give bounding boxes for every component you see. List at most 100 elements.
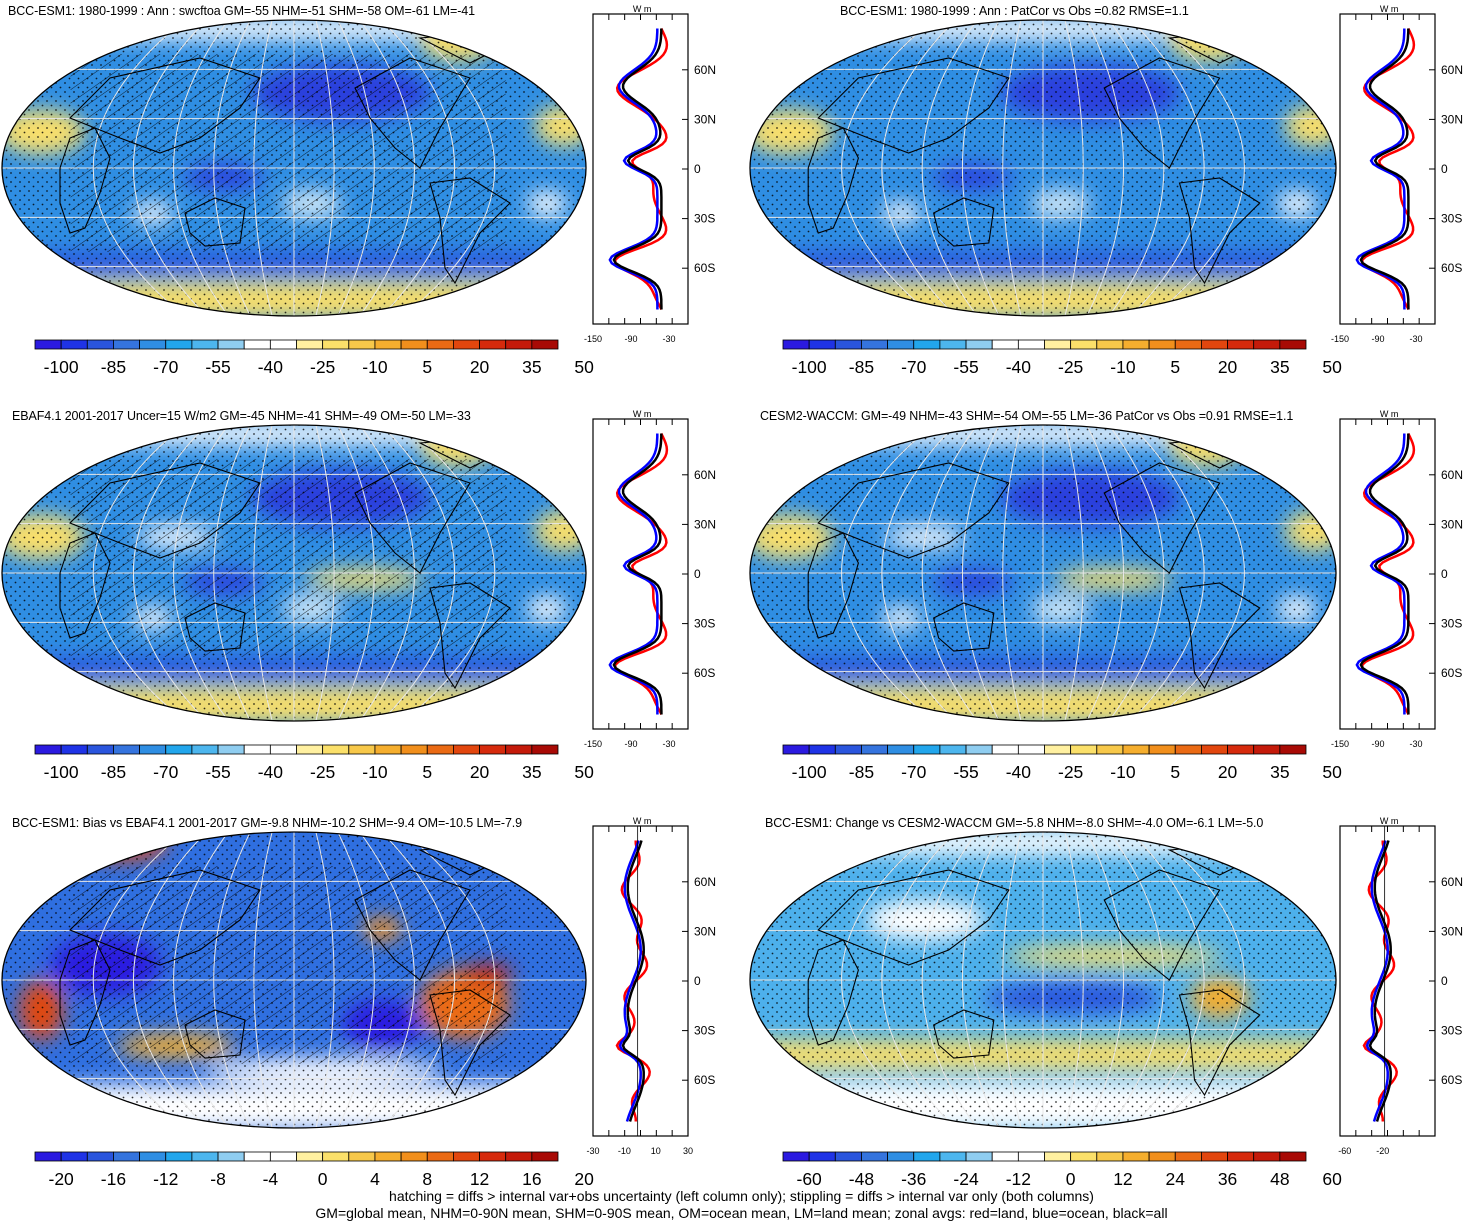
colorbar-swatch [1070, 339, 1098, 350]
zonal-x-tick: -150 [584, 739, 602, 749]
colorbar-label: -10 [1110, 762, 1136, 782]
zonal-lat-label: 0 [694, 567, 701, 581]
map-p4 [749, 424, 1337, 722]
zonal-lat-label: 30N [694, 517, 716, 531]
zonal-x-tick: 10 [651, 1146, 661, 1156]
zonal-lat-label: 0 [1441, 162, 1448, 176]
colorbar-swatch [939, 1151, 967, 1162]
colorbar-swatch [1200, 339, 1228, 350]
panel-title: CESM2-WACCM: GM=-49 NHM=-43 SHM=-54 OM=-… [760, 409, 1294, 423]
colorbar-label: 0 [318, 1169, 328, 1189]
colorbar-label: 48 [1270, 1169, 1289, 1189]
colorbar-label: 50 [1322, 357, 1342, 377]
map-p5 [1, 831, 587, 1129]
map-p2 [749, 19, 1337, 317]
colorbar-swatch [86, 744, 114, 755]
colorbar-label: -25 [310, 357, 335, 377]
colorbar-swatch [808, 1151, 836, 1162]
zonal-lat-label: 30S [694, 1024, 715, 1038]
colorbar-swatch [1044, 1151, 1072, 1162]
panel-title: BCC-ESM1: 1980-1999 : Ann : swcftoa GM=-… [8, 4, 475, 18]
colorbar-swatch [269, 339, 297, 350]
colorbar-swatch [1122, 744, 1150, 755]
colorbar-swatch [965, 339, 993, 350]
zonal-lat-label: 60S [1441, 261, 1462, 275]
colorbar-swatch [505, 744, 533, 755]
colorbar-label: -70 [901, 762, 927, 782]
colorbar-label: -12 [1006, 1169, 1031, 1189]
colorbar-swatch [1279, 744, 1307, 755]
colorbar-label: 35 [1270, 357, 1289, 377]
colorbar-label: 4 [370, 1169, 380, 1189]
zonal-x-tick: -10 [618, 1146, 631, 1156]
colorbar-label: -25 [1058, 762, 1083, 782]
colorbar-p1: -100 -85 -70 -55 -40 -25 -10 5 20 35 50 [34, 339, 594, 377]
colorbar-swatch [1227, 744, 1255, 755]
colorbar-swatch [991, 744, 1019, 755]
colorbar-swatch [348, 1151, 376, 1162]
colorbar-swatch [531, 339, 559, 350]
panel-title: EBAF4.1 2001-2017 Uncer=15 W/m2 GM=-45 N… [12, 409, 471, 423]
colorbar-swatch [348, 744, 376, 755]
colorbar-swatch [1096, 744, 1124, 755]
zonal-lat-label: 60S [694, 666, 715, 680]
colorbar-swatch [34, 339, 62, 350]
colorbar-label: 0 [1066, 1169, 1076, 1189]
colorbar-swatch [243, 1151, 271, 1162]
colorbar-label: 5 [1170, 357, 1180, 377]
colorbar-swatch [1227, 339, 1255, 350]
colorbar-swatch [296, 1151, 324, 1162]
colorbar-label: -85 [101, 762, 126, 782]
zonal-lat-label: 30N [694, 924, 716, 938]
colorbar-swatch [426, 339, 454, 350]
colorbar-swatch [808, 744, 836, 755]
colorbar-swatch [217, 1151, 245, 1162]
colorbar-label: 24 [1166, 1169, 1186, 1189]
colorbar-swatch [374, 744, 402, 755]
colorbar-swatch [861, 1151, 888, 1162]
colorbar-label: 20 [1218, 357, 1238, 377]
colorbar-swatch [269, 744, 297, 755]
colorbar-swatch [60, 339, 88, 350]
zonal-x-tick: -60 [1338, 1146, 1351, 1156]
colorbar-swatch [400, 339, 428, 350]
zonal-x-tick: -30 [586, 1146, 599, 1156]
colorbar-swatch [965, 1151, 993, 1162]
colorbar-label: -12 [153, 1169, 178, 1189]
colorbar-swatch [991, 339, 1019, 350]
colorbar-label: -20 [49, 1169, 75, 1189]
colorbar-label: -60 [797, 1169, 823, 1189]
colorbar-label: -100 [792, 762, 827, 782]
colorbar-swatch [1017, 744, 1045, 755]
colorbar-swatch [322, 744, 350, 755]
zonal-x-tick: -90 [624, 334, 637, 344]
colorbar-swatch [939, 744, 967, 755]
colorbar-swatch [1253, 744, 1281, 755]
colorbar-swatch [1253, 1151, 1281, 1162]
colorbar-label: -40 [1006, 762, 1032, 782]
colorbar-swatch [1279, 1151, 1307, 1162]
colorbar-swatch [243, 339, 271, 350]
colorbar-swatch [1122, 339, 1150, 350]
panel-title: BCC-ESM1: 1980-1999 : Ann : PatCor vs Ob… [840, 4, 1189, 18]
colorbar-swatch [322, 339, 350, 350]
colorbar-label: -70 [153, 762, 179, 782]
colorbar-label: -8 [210, 1169, 226, 1189]
colorbar-swatch [452, 744, 480, 755]
colorbar-label: 35 [522, 762, 541, 782]
colorbar-swatch [1227, 1151, 1255, 1162]
colorbar-swatch [782, 339, 810, 350]
colorbar-swatch [86, 1151, 114, 1162]
colorbar-label: -10 [362, 762, 388, 782]
colorbar-swatch [34, 744, 62, 755]
colorbar-swatch [808, 339, 836, 350]
colorbar-p5: -20 -16 -12 -8 -4 0 4 8 12 16 20 [34, 1151, 594, 1189]
colorbar-swatch [269, 1151, 297, 1162]
colorbar-swatch [1096, 1151, 1124, 1162]
zonal-lat-label: 60S [1441, 1073, 1462, 1087]
colorbar-swatch [139, 1151, 167, 1162]
colorbar-swatch [479, 1151, 507, 1162]
zonal-lat-label: 60N [694, 468, 716, 482]
colorbar-swatch [296, 339, 324, 350]
zonal-lat-label: 0 [1441, 974, 1448, 988]
